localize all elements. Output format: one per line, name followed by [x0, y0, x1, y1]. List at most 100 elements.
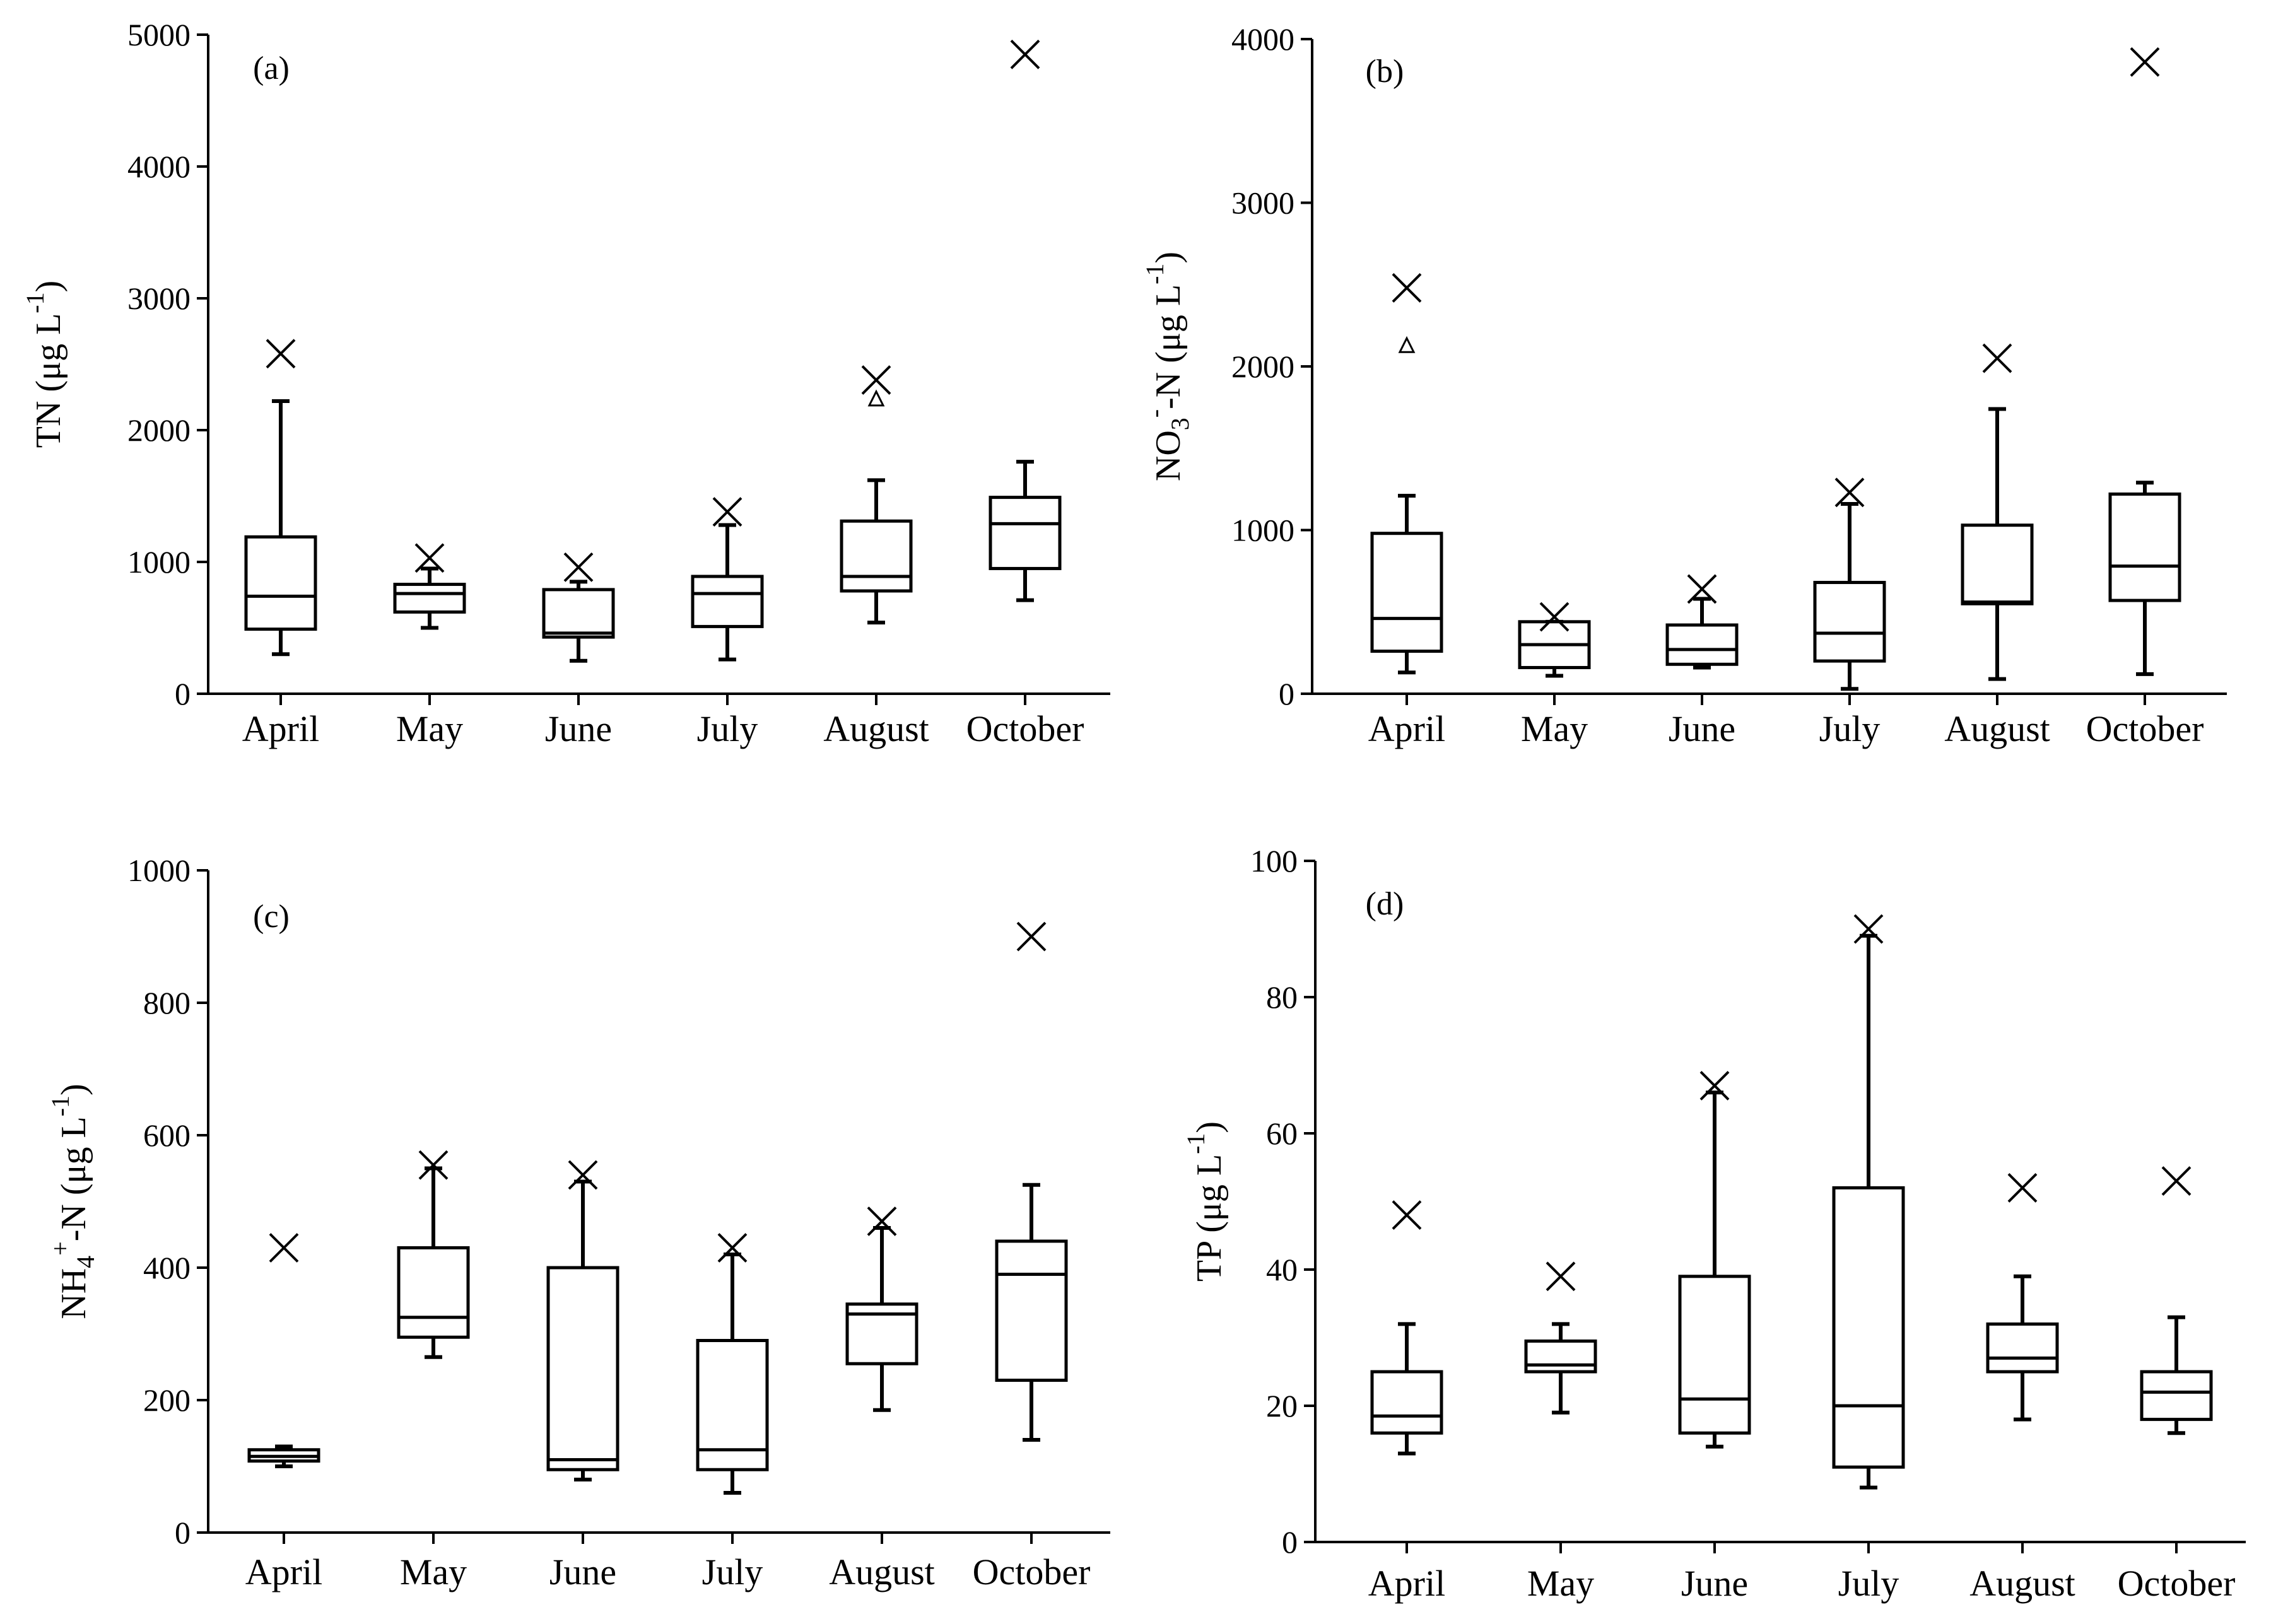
iqr-box: [1665, 623, 1739, 666]
max-marker: [1699, 1070, 1730, 1101]
x-tick-label: August: [1944, 708, 2050, 749]
x-tick-label: July: [1838, 1563, 1899, 1604]
x-tick-label: July: [702, 1551, 763, 1592]
iqr-box: [1524, 1339, 1597, 1374]
x-tick-label: July: [1819, 708, 1881, 749]
y-tick-label: 4000: [127, 149, 191, 184]
max-marker: [269, 1233, 299, 1263]
box-august: [840, 365, 913, 625]
y-tick-label: 3000: [127, 281, 191, 316]
iqr-box: [1370, 1370, 1443, 1435]
box-july: [696, 1233, 769, 1495]
max-marker: [1834, 477, 1865, 508]
max-marker: [418, 1150, 449, 1180]
box-july: [691, 497, 764, 662]
max-marker: [2130, 47, 2160, 77]
iqr-box: [1813, 581, 1886, 663]
box-june: [1678, 1070, 1751, 1449]
x-tick-label: July: [697, 708, 758, 749]
x-tick-label: June: [1681, 1563, 1748, 1604]
y-axis-label: NH4+-N (μg L-1): [46, 1084, 100, 1319]
iqr-box: [546, 1266, 619, 1471]
panel-d: 0 20 40 60 80 100 April May June July August Octobe…: [1182, 843, 2246, 1604]
iqr-box: [1678, 1275, 1751, 1435]
max-marker: [1392, 273, 1422, 303]
y-axis-label: NO3--N (μg L-1): [1141, 252, 1194, 481]
iqr-box: [542, 588, 615, 639]
max-marker: [712, 497, 742, 527]
iqr-box: [1832, 1186, 1905, 1469]
box-october: [2140, 1166, 2213, 1435]
box-august: [1986, 1172, 2059, 1422]
y-tick-label: 1000: [127, 544, 191, 580]
x-tick-label: April: [242, 708, 319, 749]
y-tick-label: 600: [143, 1118, 191, 1153]
x-tick-label: October: [973, 1551, 1091, 1592]
y-tick-label: 2000: [1231, 349, 1294, 384]
x-tick-label: October: [966, 708, 1084, 749]
y-tick-label: 80: [1266, 979, 1298, 1015]
box-august: [845, 1206, 918, 1412]
box-october: [2108, 47, 2181, 676]
box-august: [1961, 343, 2034, 681]
y-tick-label: 200: [143, 1382, 191, 1418]
box-july: [1832, 914, 1905, 1490]
iqr-box: [995, 1239, 1068, 1382]
y-tick-label: 100: [1250, 843, 1298, 879]
max-marker: [1982, 343, 2012, 373]
x-tick-label: April: [1368, 1563, 1445, 1604]
y-tick-label: 40: [1266, 1252, 1298, 1287]
panel-label: (c): [253, 899, 290, 935]
y-axis-label: TN (μg L-1): [21, 281, 68, 448]
iqr-box: [2108, 492, 2181, 602]
x-tick-label: April: [245, 1551, 322, 1592]
y-tick-label: 5000: [127, 17, 191, 52]
iqr-box: [840, 519, 913, 593]
outlier-marker: [867, 389, 885, 407]
box-april: [1370, 273, 1443, 675]
box-april: [1370, 1200, 1443, 1456]
x-tick-label: June: [545, 708, 612, 749]
y-tick-label: 0: [1282, 1524, 1298, 1560]
y-tick-label: 0: [175, 1515, 191, 1550]
x-tick-label: October: [2086, 708, 2204, 749]
max-marker: [861, 365, 891, 395]
max-marker: [2007, 1172, 2038, 1203]
x-tick-label: June: [1669, 708, 1735, 749]
box-june: [546, 1160, 619, 1481]
max-marker: [1392, 1200, 1422, 1230]
box-october: [995, 921, 1068, 1442]
iqr-box: [1986, 1322, 2059, 1374]
x-tick-label: August: [823, 708, 929, 749]
iqr-box: [989, 496, 1062, 570]
y-axis-label: TP (μg L-1): [1182, 1121, 1229, 1282]
x-tick-label: June: [549, 1551, 616, 1592]
y-tick-label: 0: [1279, 676, 1294, 711]
box-june: [1665, 574, 1739, 670]
panel-c: 0 200 400 600 800 1000 April May June July August O…: [46, 853, 1110, 1592]
max-marker: [1546, 1261, 1576, 1292]
box-april: [247, 1233, 320, 1468]
max-marker: [1687, 574, 1717, 604]
box-october: [989, 39, 1062, 602]
y-tick-label: 400: [143, 1250, 191, 1285]
box-april: [244, 339, 317, 657]
max-marker: [1010, 39, 1040, 69]
x-tick-label: May: [1521, 708, 1588, 749]
x-tick-label: April: [1368, 708, 1445, 749]
y-tick-label: 3000: [1231, 185, 1294, 221]
x-tick-label: August: [829, 1551, 935, 1592]
x-tick-label: May: [1527, 1563, 1594, 1604]
box-may: [393, 543, 466, 630]
y-tick-label: 1000: [1231, 513, 1294, 548]
box-may: [1518, 602, 1591, 678]
box-june: [542, 552, 615, 663]
panel-a: 0 1000 2000 3000 4000 5000 April May June July Aug…: [21, 17, 1110, 749]
x-tick-label: October: [2118, 1563, 2236, 1604]
x-tick-label: August: [1969, 1563, 2075, 1604]
max-marker: [867, 1206, 897, 1236]
x-tick-label: May: [396, 708, 463, 749]
iqr-box: [393, 583, 466, 614]
